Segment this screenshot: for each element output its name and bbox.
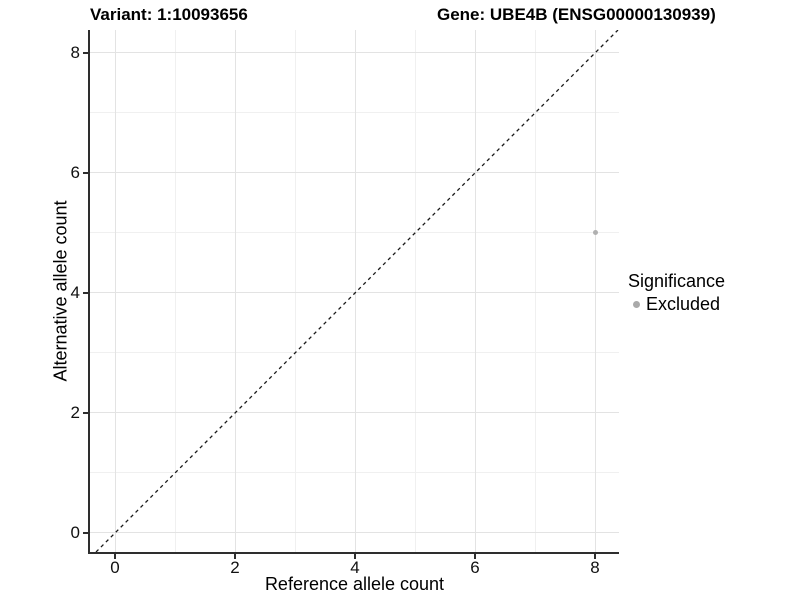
y-tick-label: 2 [70,402,80,422]
identity-reference-line [95,30,619,552]
y-axis-tick-marks [83,30,88,552]
x-tick-label: 2 [230,558,240,577]
x-axis-label: Reference allele count [264,574,445,594]
y-tick-mark [83,52,88,54]
legend-item-label: Excluded [646,294,721,314]
gridline-major-horizontal [90,532,619,534]
x-tick-mark [474,554,476,559]
gridline-minor-vertical [414,30,416,552]
x-tick-mark [354,554,356,559]
y-tick-mark [83,292,88,294]
x-tick-mark [114,554,116,559]
plot-title-gene: Gene: UBE4B (ENSG00000130939) [437,5,716,24]
x-tick-label: 0 [110,558,120,577]
x-tick-mark [234,554,236,559]
plot-title-variant: Variant: 1:10093656 [90,5,248,24]
gridline-minor-vertical [294,30,296,552]
x-axis-tick-marks [90,554,619,559]
gridline-major-horizontal [90,412,619,414]
y-axis-label: Alternative allele count [50,200,71,382]
gridline-major-vertical [234,30,236,552]
x-tick-label: 4 [350,558,360,577]
y-tick-label: 6 [70,162,80,182]
y-tick-label: 0 [70,522,80,542]
legend-title: Significance [628,271,726,291]
gridline-minor-vertical [534,30,536,552]
plot-panel [88,30,619,554]
x-tick-label: 6 [470,558,480,577]
x-axis-tick-labels: 0 2 4 6 8 [90,558,619,577]
y-tick-label: 4 [70,282,80,302]
y-tick-label: 8 [70,42,80,62]
data-point [592,230,598,236]
x-tick-mark [594,554,596,559]
gridline-minor-vertical [174,30,176,552]
y-axis-tick-labels: 0 2 4 6 8 [20,30,80,552]
gridline-major-vertical [474,30,476,552]
gridline-major-horizontal [90,172,619,174]
y-tick-mark [83,532,88,534]
dashed-diagonal-line [95,30,619,552]
y-tick-mark [83,412,88,414]
y-tick-mark [83,172,88,174]
gridline-major-vertical [114,30,116,552]
x-tick-label: 8 [590,558,600,577]
legend-item-excluded: Excluded [628,294,725,315]
gridline-major-horizontal [90,52,619,54]
legend: Significance Excluded [628,271,725,315]
gridline-major-vertical [354,30,356,552]
gridline-major-vertical [594,30,596,552]
legend-point-swatch-icon [633,301,640,308]
